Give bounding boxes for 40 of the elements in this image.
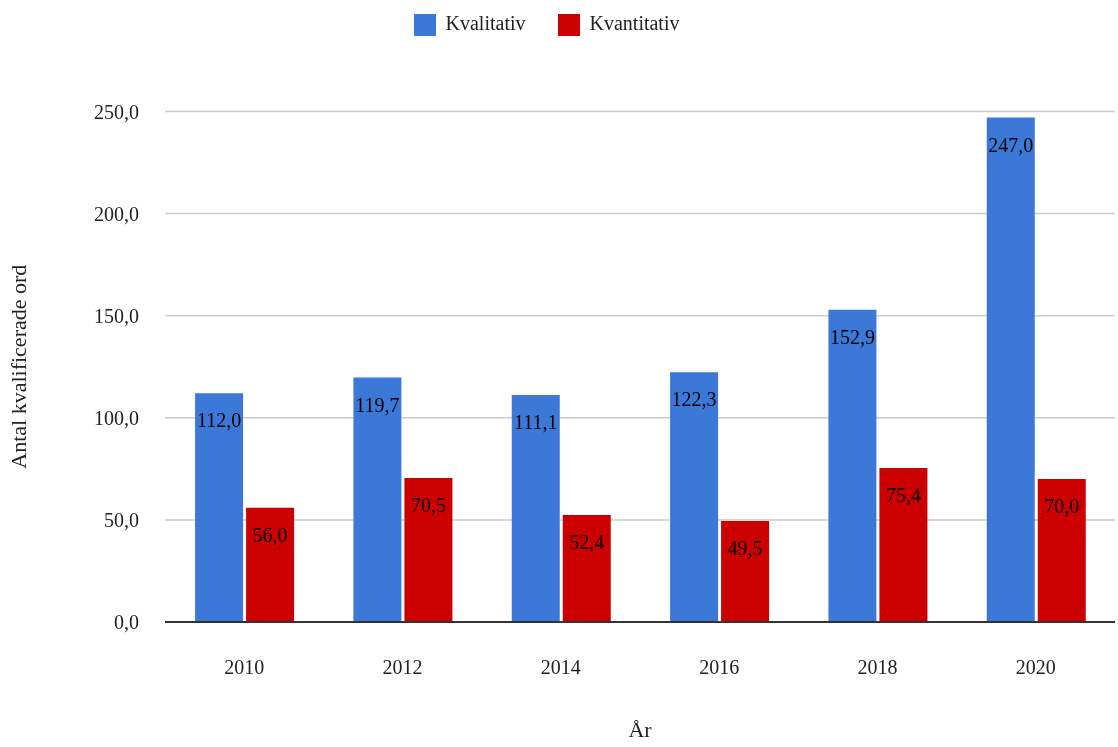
data-label: 70,0 [1044, 495, 1080, 518]
bar [986, 117, 1035, 622]
data-label: 111,1 [513, 411, 558, 434]
y-tick-label: 100,0 [94, 406, 139, 429]
x-tick-label: 2014 [540, 656, 581, 679]
bar [721, 520, 770, 622]
legend-label: Kvantitativ [589, 12, 680, 34]
y-tick-label: 50,0 [104, 508, 139, 531]
bar [511, 395, 560, 622]
y-tick-label: 200,0 [94, 202, 139, 225]
data-label: 56,0 [252, 523, 288, 546]
data-label: 119,7 [355, 393, 400, 416]
data-label: 247,0 [988, 133, 1034, 156]
x-tick-label: 2020 [1015, 656, 1056, 679]
bar [828, 309, 877, 622]
legend-label: Kvalitativ [445, 12, 526, 34]
bar [195, 393, 244, 622]
data-label: 52,4 [569, 530, 605, 553]
y-axis-title: Antal kvalificerade ord [5, 264, 31, 469]
bar [246, 507, 295, 622]
data-label: 152,9 [829, 325, 875, 348]
x-tick-label: 2016 [699, 656, 740, 679]
data-label: 112,0 [196, 409, 242, 432]
bar [562, 514, 611, 622]
data-label: 70,5 [410, 494, 446, 517]
data-label: 122,3 [671, 388, 717, 411]
bar [353, 377, 402, 622]
x-axis-title: År [628, 717, 653, 742]
bar [879, 468, 928, 622]
x-tick-label: 2012 [382, 656, 423, 679]
bar [404, 478, 453, 622]
y-tick-label: 150,0 [94, 304, 139, 327]
bar [670, 372, 719, 622]
y-tick-label: 250,0 [94, 100, 139, 123]
data-label: 49,5 [727, 536, 763, 559]
bar [1037, 479, 1086, 622]
x-tick-label: 2018 [857, 656, 898, 679]
y-tick-label: 0,0 [114, 611, 139, 634]
data-label: 75,4 [885, 484, 921, 506]
x-tick-label: 2010 [224, 656, 265, 679]
